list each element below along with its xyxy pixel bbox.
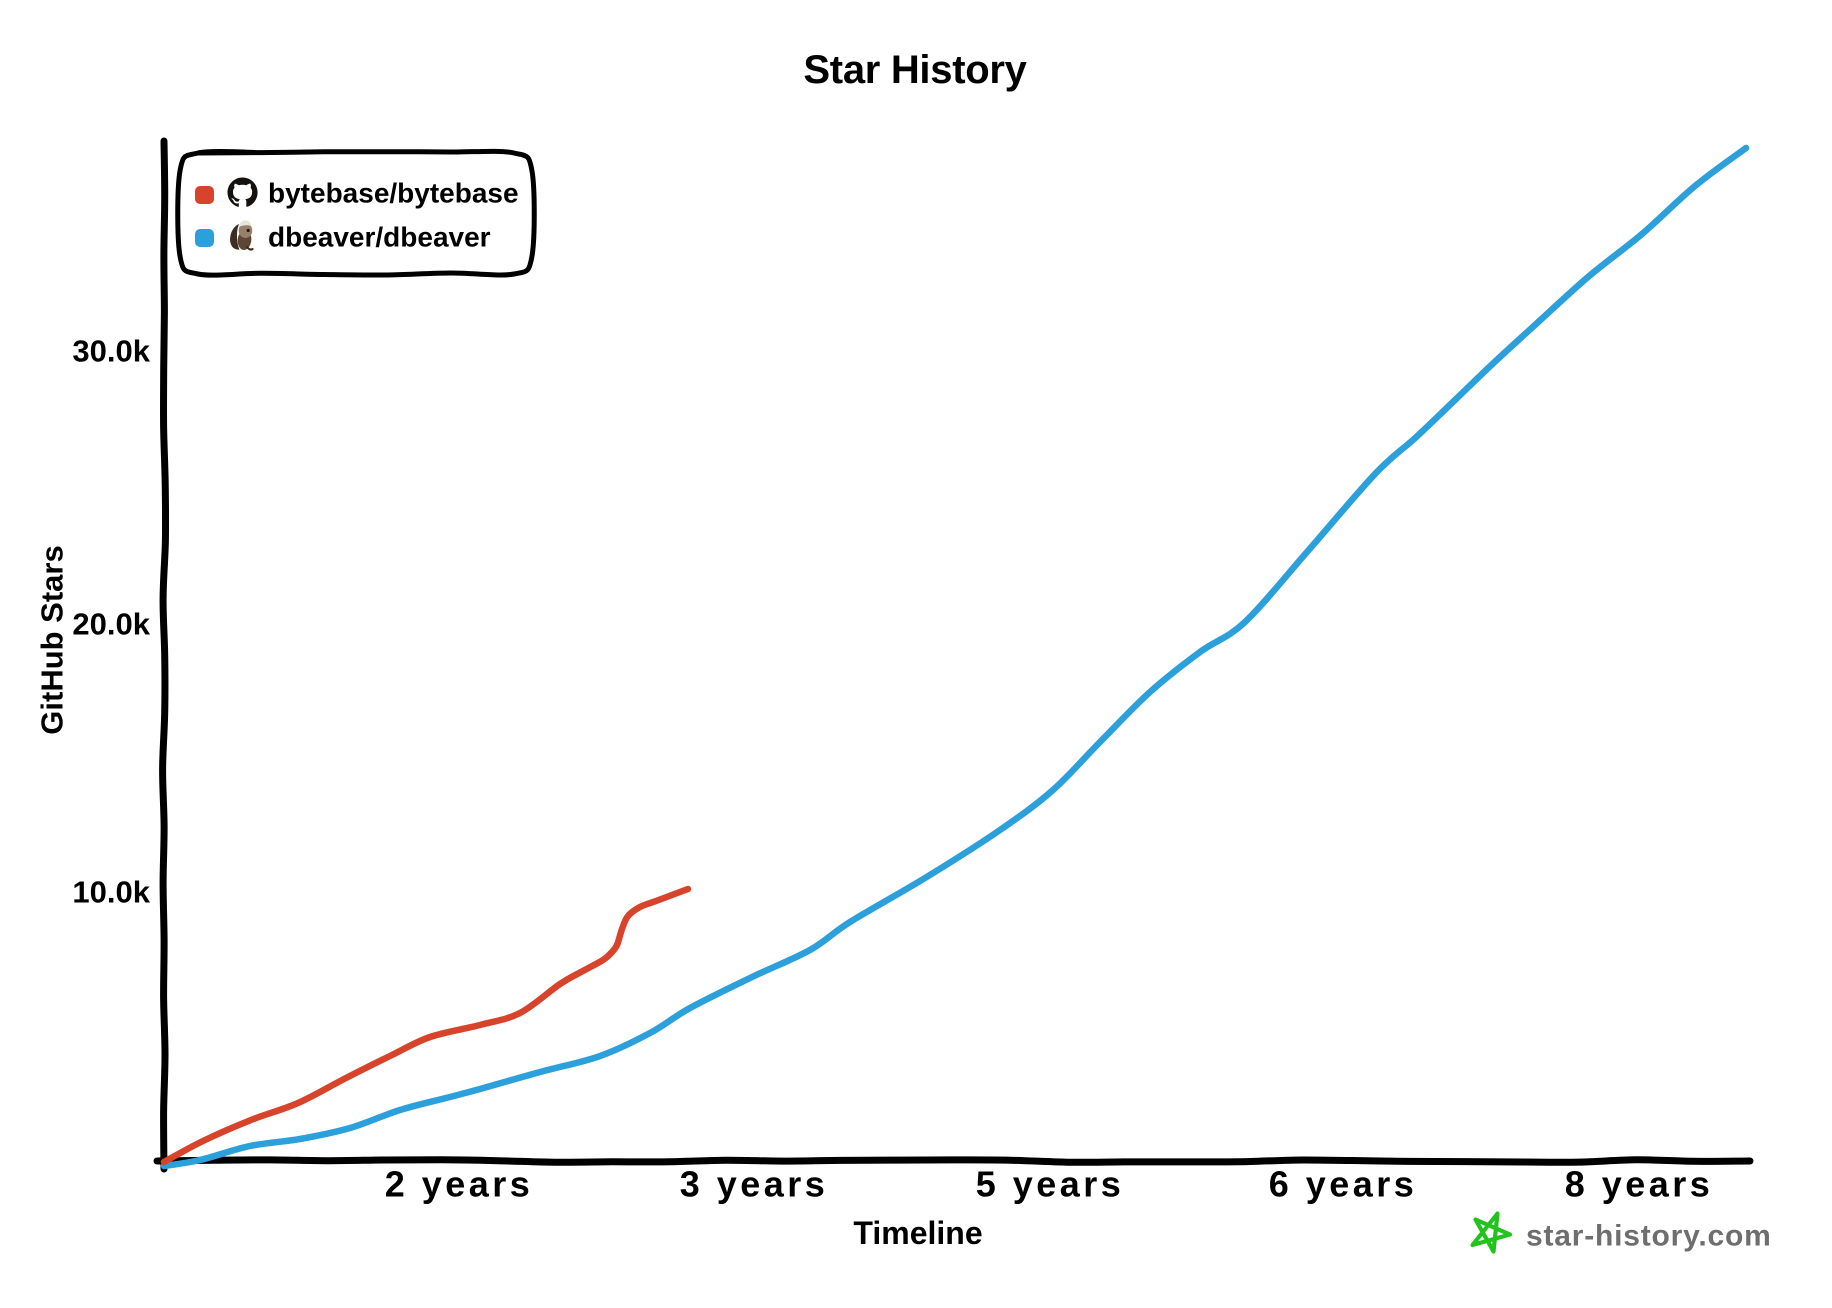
svg-text:GitHub Stars: GitHub Stars <box>35 545 70 734</box>
svg-text:3 years: 3 years <box>680 1164 829 1205</box>
svg-text:star-history.com: star-history.com <box>1526 1220 1772 1253</box>
svg-text:20.0k: 20.0k <box>72 607 150 642</box>
svg-text:Star History: Star History <box>803 48 1027 92</box>
svg-text:6 years: 6 years <box>1269 1164 1418 1205</box>
svg-text:5 years: 5 years <box>976 1164 1125 1205</box>
svg-text:2 years: 2 years <box>385 1164 534 1205</box>
svg-text:10.0k: 10.0k <box>72 875 150 910</box>
svg-text:8 years: 8 years <box>1565 1164 1714 1205</box>
svg-text:30.0k: 30.0k <box>72 334 150 369</box>
svg-text:dbeaver/dbeaver: dbeaver/dbeaver <box>268 222 491 253</box>
svg-text:bytebase/bytebase: bytebase/bytebase <box>268 178 519 209</box>
svg-text:Timeline: Timeline <box>853 1215 982 1251</box>
